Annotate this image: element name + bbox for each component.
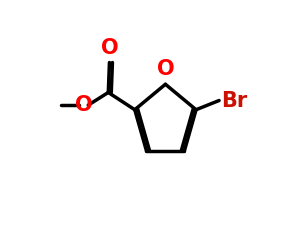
Text: O: O — [101, 38, 118, 58]
Text: O: O — [75, 95, 93, 115]
Text: O: O — [157, 59, 174, 79]
Text: Br: Br — [221, 90, 247, 110]
